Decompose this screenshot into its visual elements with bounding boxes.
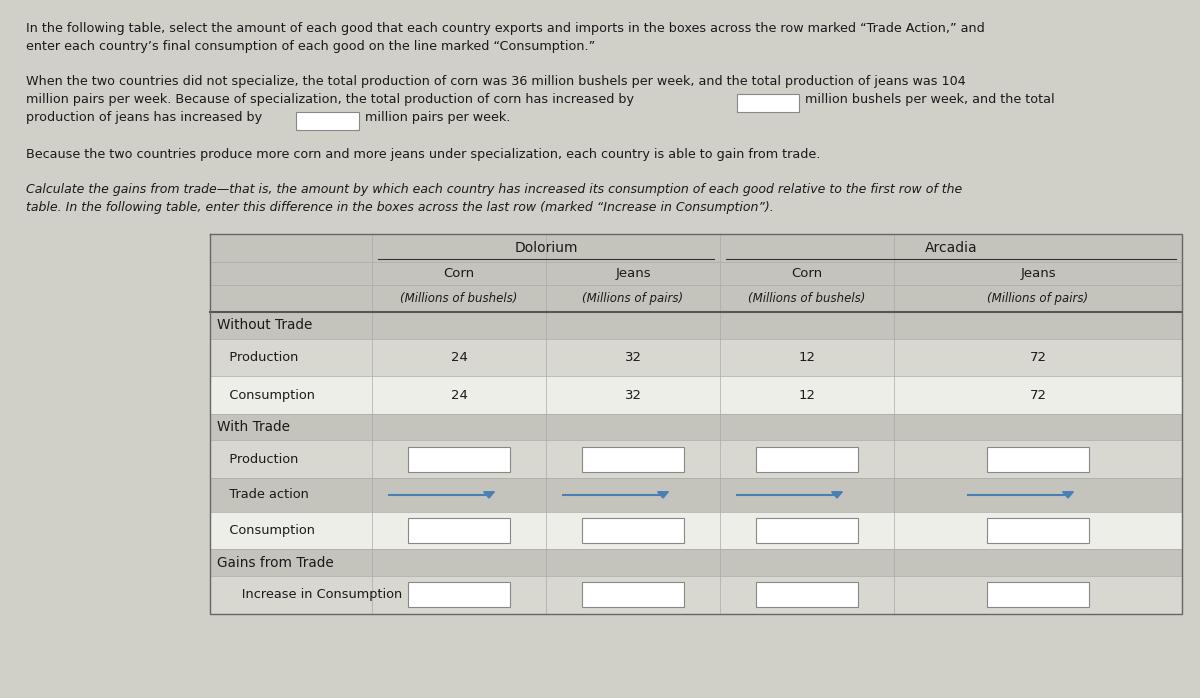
Text: Because the two countries produce more corn and more jeans under specialization,: Because the two countries produce more c… [26,148,821,161]
Text: (Millions of pairs): (Millions of pairs) [988,292,1088,305]
Bar [210,414,1182,440]
Bar [210,512,1182,549]
Text: 24: 24 [450,389,468,401]
Text: Corn: Corn [444,267,474,280]
Text: production of jeans has increased by: production of jeans has increased by [26,111,263,124]
Text: million pairs per week.: million pairs per week. [365,111,510,124]
Bar [210,376,1182,414]
Bar [210,262,1182,285]
Text: Gains from Trade: Gains from Trade [217,556,334,570]
Text: Corn: Corn [792,267,822,280]
Bar [296,112,359,130]
Text: 12: 12 [798,389,816,401]
Bar [582,582,684,607]
Polygon shape [1063,492,1073,498]
Text: 12: 12 [798,351,816,364]
Bar [986,447,1090,472]
Bar [756,582,858,607]
Bar [210,339,1182,376]
Text: Without Trade: Without Trade [217,318,312,332]
Text: Dolorium: Dolorium [515,241,577,255]
Text: Production: Production [217,453,299,466]
Bar [582,518,684,543]
Bar [408,518,510,543]
Bar [210,312,1182,339]
Text: Jeans: Jeans [1020,267,1056,280]
Text: 72: 72 [1030,351,1046,364]
Text: 32: 32 [624,351,642,364]
Text: When the two countries did not specialize, the total production of corn was 36 m: When the two countries did not specializ… [26,75,966,88]
Polygon shape [832,492,842,498]
Text: Trade action: Trade action [217,489,310,501]
Polygon shape [484,492,494,498]
Text: (Millions of bushels): (Millions of bushels) [749,292,865,305]
Text: million bushels per week, and the total: million bushels per week, and the total [805,93,1055,106]
Bar [986,582,1090,607]
Text: enter each country’s final consumption of each good on the line marked “Consumpt: enter each country’s final consumption o… [26,40,595,54]
Text: 32: 32 [624,389,642,401]
Text: (Millions of pairs): (Millions of pairs) [582,292,684,305]
Bar [737,94,799,112]
Text: With Trade: With Trade [217,420,290,434]
Bar [986,518,1090,543]
Bar [756,447,858,472]
Text: million pairs per week. Because of specialization, the total production of corn : million pairs per week. Because of speci… [26,93,635,106]
Text: Arcadia: Arcadia [925,241,977,255]
Bar [408,447,510,472]
Text: In the following table, select the amount of each good that each country exports: In the following table, select the amoun… [26,22,985,36]
Text: Consumption: Consumption [217,389,316,401]
Polygon shape [658,492,668,498]
Text: 24: 24 [450,351,468,364]
Text: 72: 72 [1030,389,1046,401]
Bar [210,234,1182,262]
Bar [582,447,684,472]
Text: Consumption: Consumption [217,524,316,537]
Bar [408,582,510,607]
Text: Production: Production [217,351,299,364]
Text: table. In the following table, enter this difference in the boxes across the las: table. In the following table, enter thi… [26,201,774,214]
Text: Jeans: Jeans [616,267,650,280]
Bar [210,478,1182,512]
Bar [210,285,1182,312]
Text: (Millions of bushels): (Millions of bushels) [401,292,517,305]
Bar [210,440,1182,478]
Text: Calculate the gains from trade—that is, the amount by which each country has inc: Calculate the gains from trade—that is, … [26,183,962,196]
Text: Increase in Consumption: Increase in Consumption [217,588,402,601]
Bar [756,518,858,543]
Bar [210,549,1182,576]
Bar [210,576,1182,614]
